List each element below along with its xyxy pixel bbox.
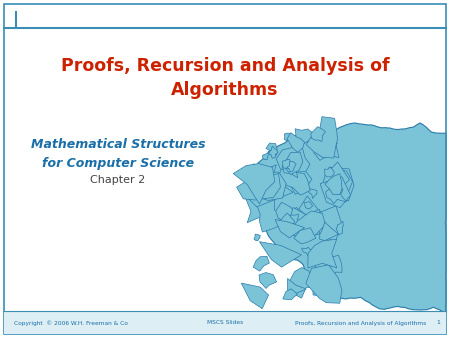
- Polygon shape: [280, 219, 297, 233]
- Polygon shape: [262, 153, 270, 160]
- Polygon shape: [288, 268, 314, 298]
- Polygon shape: [323, 169, 352, 199]
- Polygon shape: [253, 256, 270, 271]
- Polygon shape: [314, 206, 342, 242]
- Polygon shape: [277, 213, 295, 227]
- Polygon shape: [275, 220, 305, 238]
- Text: Mathematical Structures: Mathematical Structures: [31, 139, 205, 151]
- Polygon shape: [254, 234, 260, 241]
- Polygon shape: [314, 135, 339, 160]
- Polygon shape: [304, 202, 313, 209]
- Polygon shape: [289, 208, 328, 236]
- Polygon shape: [237, 166, 280, 200]
- Text: MSCS Slides: MSCS Slides: [207, 320, 243, 325]
- Polygon shape: [309, 189, 317, 198]
- Polygon shape: [289, 215, 299, 224]
- Polygon shape: [276, 147, 310, 186]
- Polygon shape: [320, 177, 351, 208]
- Polygon shape: [320, 222, 338, 241]
- Polygon shape: [257, 194, 283, 232]
- Polygon shape: [314, 249, 338, 273]
- Polygon shape: [269, 146, 278, 158]
- Text: Algorithms: Algorithms: [171, 81, 279, 99]
- Polygon shape: [324, 167, 334, 177]
- Polygon shape: [329, 167, 354, 201]
- Text: for Computer Science: for Computer Science: [42, 156, 194, 169]
- Polygon shape: [287, 162, 296, 172]
- Polygon shape: [313, 132, 338, 149]
- Polygon shape: [306, 265, 342, 303]
- Polygon shape: [322, 162, 349, 193]
- Polygon shape: [242, 165, 276, 207]
- Polygon shape: [253, 164, 286, 200]
- Bar: [4, 311, 446, 334]
- Polygon shape: [298, 196, 330, 237]
- Polygon shape: [287, 133, 305, 152]
- Polygon shape: [283, 289, 297, 300]
- Polygon shape: [283, 159, 293, 168]
- Polygon shape: [284, 133, 294, 141]
- Polygon shape: [325, 181, 346, 204]
- Text: Proofs, Recursion and Analysis of: Proofs, Recursion and Analysis of: [61, 57, 389, 75]
- Polygon shape: [246, 194, 272, 223]
- Polygon shape: [288, 279, 306, 296]
- Polygon shape: [306, 117, 338, 158]
- Polygon shape: [308, 239, 337, 268]
- Polygon shape: [233, 164, 275, 204]
- Polygon shape: [313, 271, 328, 296]
- Polygon shape: [266, 184, 293, 198]
- Polygon shape: [259, 242, 302, 267]
- Text: Copyright  © 2006 W.H. Freeman & Co: Copyright © 2006 W.H. Freeman & Co: [14, 320, 128, 326]
- Polygon shape: [302, 247, 312, 257]
- Polygon shape: [294, 129, 316, 145]
- Polygon shape: [325, 174, 342, 195]
- Text: Proofs, Recursion and Analysis of Algorithms: Proofs, Recursion and Analysis of Algori…: [295, 320, 426, 325]
- Polygon shape: [278, 169, 310, 195]
- Polygon shape: [289, 211, 325, 239]
- Text: 1: 1: [436, 320, 440, 325]
- Polygon shape: [326, 255, 342, 277]
- Polygon shape: [287, 207, 323, 231]
- Polygon shape: [285, 165, 312, 194]
- Polygon shape: [336, 221, 343, 235]
- Polygon shape: [266, 143, 277, 155]
- Text: Chapter 2: Chapter 2: [90, 175, 146, 185]
- Polygon shape: [259, 272, 277, 288]
- Polygon shape: [285, 152, 303, 174]
- Polygon shape: [252, 123, 446, 313]
- Polygon shape: [241, 283, 269, 309]
- Polygon shape: [276, 202, 297, 221]
- Polygon shape: [311, 127, 325, 142]
- Polygon shape: [294, 228, 316, 244]
- Polygon shape: [282, 164, 298, 178]
